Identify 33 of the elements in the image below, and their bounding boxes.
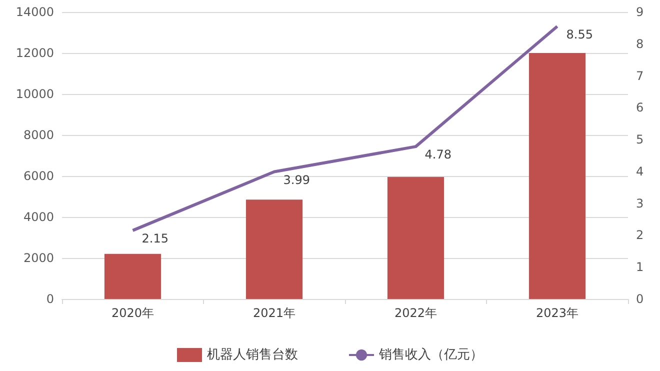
y2-tick-label: 3 (636, 196, 644, 210)
bar (104, 254, 162, 299)
y2-tick-label: 6 (636, 100, 644, 115)
y-tick-label: 10000 (16, 87, 54, 101)
data-label: 2.15 (142, 231, 168, 246)
data-label: 8.55 (566, 27, 593, 42)
x-tick-label: 2022年 (394, 306, 438, 320)
data-label: 4.78 (424, 148, 452, 162)
bar (528, 53, 586, 299)
y2-tick-label: 7 (636, 68, 644, 83)
legend-label: 机器人销售台数 (207, 348, 298, 362)
y2-tick-label: 2 (636, 228, 644, 242)
y2-tick-label: 8 (636, 36, 644, 51)
x-tick-label: 2023年 (536, 306, 579, 320)
x-tick-label: 2021年 (252, 306, 296, 320)
y-tick-label: 6000 (23, 169, 54, 183)
y2-tick-label: 0 (636, 292, 644, 306)
legend-label: 销售收入（亿元） (378, 348, 483, 362)
y-tick-label: 0 (46, 292, 54, 306)
x-tick-label: 2020年 (111, 306, 154, 320)
y-tick-label: 2000 (23, 251, 54, 265)
bar (387, 177, 444, 299)
y2-tick-label: 9 (636, 5, 644, 19)
y-tick-label: 14000 (16, 5, 54, 19)
y-tick-label: 4000 (23, 210, 54, 224)
y2-tick-label: 5 (636, 132, 644, 147)
data-label: 3.99 (283, 172, 310, 187)
y-tick-label: 12000 (16, 46, 54, 60)
line-series (131, 24, 559, 232)
y2-tick-label: 4 (636, 164, 644, 178)
y2-tick-label: 1 (636, 260, 644, 274)
y-tick-label: 8000 (23, 128, 54, 142)
bar (246, 200, 303, 299)
